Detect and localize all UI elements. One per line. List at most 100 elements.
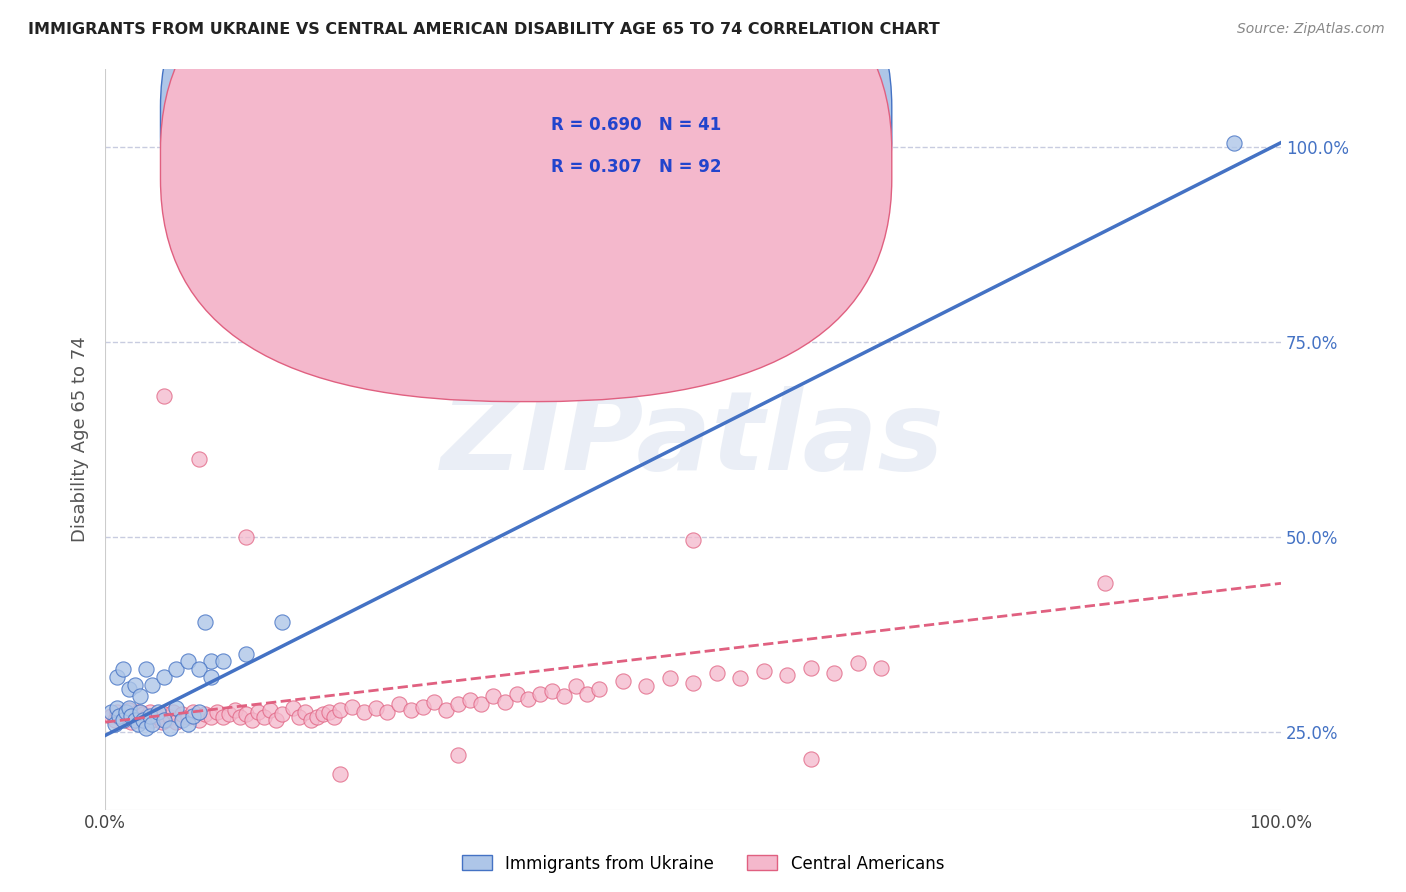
Point (399, 703, 422, 717)
Point (329, 767, 352, 781)
Point (517, 691, 540, 706)
Point (340, 699, 363, 714)
Point (470, 698, 492, 712)
Point (235, 707, 257, 722)
Point (235, 647, 257, 661)
Point (576, 687, 599, 701)
Point (229, 710, 252, 724)
Point (108, 709, 131, 723)
Point (111, 662, 134, 676)
Point (127, 716, 149, 731)
Point (270, 615, 292, 630)
Point (170, 713, 193, 727)
Text: R = 0.690   N = 41: R = 0.690 N = 41 (551, 116, 721, 134)
Point (170, 707, 193, 722)
Point (139, 709, 162, 723)
Point (447, 747, 470, 762)
Point (188, 713, 211, 727)
Point (118, 681, 141, 696)
Point (153, 707, 176, 722)
Point (135, 710, 157, 724)
Point (388, 698, 411, 712)
Point (823, 666, 845, 681)
Point (188, 705, 211, 719)
Point (159, 721, 181, 735)
Point (682, 533, 704, 548)
Point (870, 660, 893, 674)
Point (211, 654, 233, 668)
Point (1094, 576, 1116, 591)
Point (1223, 136, 1246, 150)
Point (139, 705, 162, 719)
Point (288, 710, 311, 724)
Point (299, 713, 322, 727)
Point (146, 710, 169, 724)
Point (120, 709, 142, 723)
Point (264, 713, 287, 727)
Point (283, 701, 305, 715)
Point (100, 705, 122, 719)
Text: R = 0.307   N = 92: R = 0.307 N = 92 (551, 159, 721, 177)
Point (323, 710, 346, 724)
Point (150, 715, 173, 730)
Point (129, 690, 152, 704)
Point (165, 701, 187, 715)
Point (235, 529, 257, 543)
Point (412, 699, 434, 714)
Point (494, 695, 516, 709)
Point (104, 713, 127, 727)
Point (188, 662, 211, 676)
Point (143, 709, 166, 723)
Point (165, 715, 187, 730)
FancyBboxPatch shape (160, 0, 891, 359)
Point (146, 705, 169, 719)
Point (200, 710, 222, 724)
Point (176, 710, 198, 724)
Point (153, 713, 176, 727)
Point (294, 705, 316, 719)
Point (506, 687, 529, 701)
Point (200, 654, 222, 668)
Point (183, 709, 205, 723)
Point (159, 710, 181, 724)
Point (105, 705, 128, 719)
Point (129, 713, 152, 727)
Point (800, 752, 823, 766)
Point (141, 678, 163, 692)
Point (129, 705, 152, 719)
Point (135, 721, 157, 735)
Point (200, 670, 222, 684)
Point (132, 707, 155, 722)
Point (253, 710, 276, 724)
Point (634, 679, 657, 693)
Point (162, 705, 184, 719)
Point (153, 670, 176, 684)
FancyBboxPatch shape (494, 87, 763, 179)
Point (305, 710, 328, 724)
Point (205, 705, 228, 719)
Point (247, 705, 270, 719)
FancyBboxPatch shape (160, 0, 891, 401)
Point (218, 707, 240, 722)
Point (115, 705, 138, 719)
Point (141, 713, 163, 727)
Point (364, 701, 387, 715)
Point (135, 662, 157, 676)
Point (423, 695, 446, 709)
Point (224, 703, 246, 717)
Point (658, 672, 681, 686)
Point (155, 713, 177, 727)
Y-axis label: Disability Age 65 to 74: Disability Age 65 to 74 (72, 336, 89, 542)
Point (312, 707, 335, 722)
Point (553, 690, 575, 704)
Point (124, 710, 146, 724)
Point (588, 681, 610, 696)
Point (105, 701, 128, 715)
Point (176, 654, 198, 668)
Point (240, 713, 263, 727)
Point (270, 707, 292, 722)
Point (176, 716, 198, 731)
Point (706, 666, 728, 681)
Point (377, 705, 399, 719)
Point (118, 701, 141, 715)
